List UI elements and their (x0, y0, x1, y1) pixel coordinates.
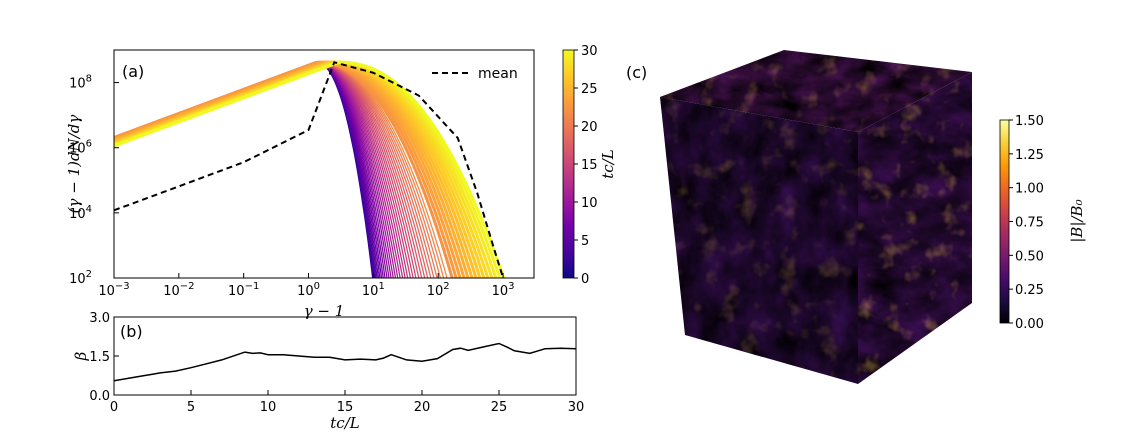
panel-b-x-ticks: 0 5 10 15 20 25 30 (110, 390, 584, 415)
legend-mean-label: mean (478, 66, 518, 82)
panel-a-ylabel: (γ − 1)dN/dγ (65, 115, 83, 214)
colorbar-tick-label: 5 (581, 234, 589, 249)
x-tick-label: 103 (492, 281, 515, 299)
colorbar-tick-label: 0.00 (1015, 317, 1044, 332)
spectrum-curves (114, 60, 506, 278)
panel-a-label: (a) (122, 62, 144, 81)
colorbar-tick-label: 0.50 (1015, 249, 1044, 264)
field-colorbar: 0.00 0.25 0.50 0.75 1.00 1.25 1.50 |B|/B₀ (999, 114, 1086, 332)
colorbar-tick-label: 20 (581, 120, 598, 135)
x-tick-label: 10−2 (163, 281, 194, 299)
spectrum-curve (114, 60, 506, 278)
cube-left-face (660, 97, 858, 384)
cube-render (660, 50, 972, 384)
x-tick-label: 15 (337, 400, 354, 415)
colorbar-tick-label: 10 (581, 196, 598, 211)
spectrum-curve (114, 60, 466, 278)
time-colorbar: 0 5 10 15 20 25 30 tc/L (562, 44, 617, 287)
y-tick-label: 1.5 (89, 350, 110, 365)
y-tick-label: 108 (69, 74, 92, 92)
panel-b-xlabel: tc/L (330, 414, 359, 432)
colorbar-tick-label: 25 (581, 82, 598, 97)
colorbar-tick-label: 30 (581, 44, 598, 59)
colorbar-tick-label: 0.25 (1015, 283, 1044, 298)
x-tick-label: 5 (187, 400, 195, 415)
colorbar-tick-label: 15 (581, 158, 598, 173)
x-tick-label: 0 (110, 400, 118, 415)
panel-a-frame (113, 49, 535, 279)
panel-b: 0 5 10 15 20 25 30 0.0 1.5 3.0 (b) tc/L β (72, 311, 584, 432)
time-colorbar-ticks: 0 5 10 15 20 25 30 (574, 44, 598, 287)
x-tick-label: 102 (427, 281, 450, 299)
cube-right-face (858, 72, 972, 384)
field-colorbar-ticks: 0.00 0.25 0.50 0.75 1.00 1.25 1.50 (1009, 114, 1044, 332)
y-tick-label: 102 (69, 269, 92, 287)
panel-c: (c) 0.000.250.500.751.001.251.50 | (626, 50, 1086, 384)
x-tick-label: 30 (568, 400, 585, 415)
beta-line (113, 342, 577, 382)
y-tick-label: 3.0 (89, 311, 110, 326)
colorbar-tick-label: 1.50 (1015, 114, 1044, 129)
colorbar-tick-label: 0.75 (1015, 216, 1044, 231)
panel-b-y-ticks: 0.0 1.5 3.0 (89, 311, 119, 404)
colorbar-tick-label: 0 (581, 272, 589, 287)
mean-curve-group (114, 61, 505, 278)
panel-c-label: (c) (626, 63, 647, 82)
panel-b-label: (b) (120, 322, 143, 341)
time-colorbar-label: tc/L (599, 149, 617, 178)
colorbar-tick-label: 1.25 (1015, 148, 1044, 163)
x-tick-label: 101 (362, 281, 385, 299)
panel-b-ylabel: β (72, 351, 90, 361)
colorbar-tick-label: 1.00 (1015, 182, 1044, 197)
panel-b-frame (113, 316, 577, 396)
x-tick-label: 20 (414, 400, 431, 415)
field-colorbar-label: |B|/B₀ (1068, 199, 1086, 242)
y-tick-label: 0.0 (89, 389, 110, 404)
time-colorbar-bar (562, 49, 575, 279)
mean-curve (114, 61, 505, 278)
x-tick-label: 10 (260, 400, 277, 415)
x-tick-label: 10−3 (98, 281, 129, 299)
field-colorbar-bar (999, 119, 1010, 324)
x-tick-label: 100 (297, 281, 320, 299)
x-tick-label: 10−1 (228, 281, 259, 299)
x-tick-label: 25 (491, 400, 508, 415)
panel-a-xlabel: γ − 1 (304, 302, 345, 320)
